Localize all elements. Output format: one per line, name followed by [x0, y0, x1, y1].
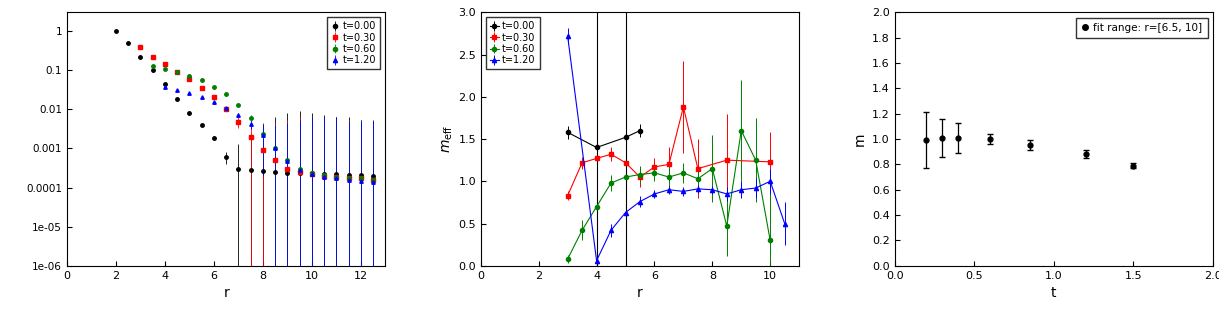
X-axis label: r: r: [223, 286, 229, 300]
Legend: t=0.00, t=0.30, t=0.60, t=1.20: t=0.00, t=0.30, t=0.60, t=1.20: [327, 17, 380, 70]
Legend: fit range: r=[6.5, 10]: fit range: r=[6.5, 10]: [1075, 18, 1208, 38]
X-axis label: t: t: [1051, 286, 1057, 300]
Y-axis label: m: m: [852, 132, 867, 146]
Legend: t=0.00, t=0.30, t=0.60, t=1.20: t=0.00, t=0.30, t=0.60, t=1.20: [485, 17, 540, 70]
X-axis label: r: r: [638, 286, 642, 300]
Y-axis label: $m_\mathrm{eff}$: $m_\mathrm{eff}$: [441, 125, 456, 153]
